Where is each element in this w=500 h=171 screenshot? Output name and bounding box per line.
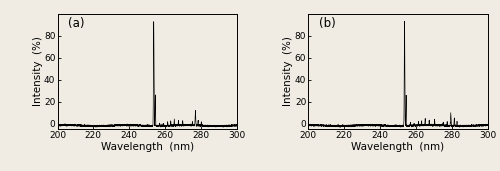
Y-axis label: Intensity  (%): Intensity (%) <box>32 36 42 106</box>
Text: (a): (a) <box>68 17 85 30</box>
X-axis label: Wavelength  (nm): Wavelength (nm) <box>100 142 194 152</box>
X-axis label: Wavelength  (nm): Wavelength (nm) <box>352 142 444 152</box>
Text: (b): (b) <box>319 17 336 30</box>
Y-axis label: Intensity  (%): Intensity (%) <box>284 36 294 106</box>
